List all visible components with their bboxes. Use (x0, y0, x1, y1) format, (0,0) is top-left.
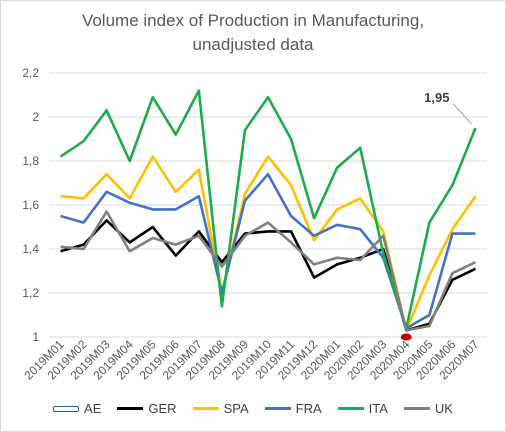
legend-label-ger: GER (148, 401, 177, 416)
y-tick-label-5: 2 (32, 110, 39, 124)
series-line-spa (60, 155, 477, 332)
chart-title: Volume index of Production in Manufactur… (1, 9, 505, 57)
y-tick-label-0: 1 (32, 330, 39, 344)
line-chart: 11,21,41,61,822,22019M012019M022019M0320… (21, 66, 487, 383)
legend-swatch-ae (53, 405, 80, 412)
legend-label-ae: AE (84, 401, 102, 416)
legend-label-fra: FRA (295, 401, 322, 416)
legend-item-uk: UK (403, 401, 453, 416)
legend-label-spa: SPA (223, 401, 249, 416)
legend-swatch-ger (117, 407, 144, 410)
chart-legend: AE GER SPA FRA ITA UK (1, 401, 505, 416)
legend-swatch-ita (337, 407, 364, 410)
chart-title-line-1: Volume index of Production in Manufactur… (81, 11, 425, 30)
legend-label-uk: UK (434, 401, 453, 416)
y-tick-label-3: 1,6 (22, 198, 39, 212)
annotation-leader-line (453, 103, 472, 125)
legend-item-spa: SPA (192, 401, 249, 416)
ae-marker-2020M04 (399, 332, 413, 342)
y-tick-label-6: 2,2 (22, 66, 39, 80)
y-tick-label-2: 1,4 (22, 242, 39, 256)
legend-item-ita: ITA (337, 401, 388, 416)
legend-swatch-spa (192, 407, 219, 410)
legend-item-ae: AE (53, 401, 101, 416)
legend-label-ita: ITA (368, 401, 388, 416)
series-line-uk (60, 210, 477, 332)
legend-swatch-fra (264, 407, 291, 410)
legend-item-fra: FRA (264, 401, 322, 416)
chart-title-line-2: unadjusted data (192, 35, 314, 54)
y-tick-label-4: 1,8 (22, 154, 39, 168)
legend-swatch-uk (403, 407, 430, 410)
annotation-label: 1,95 (424, 90, 449, 105)
series-line-fra (60, 172, 476, 330)
y-tick-label-1: 1,2 (22, 286, 39, 300)
legend-item-ger: GER (117, 401, 177, 416)
